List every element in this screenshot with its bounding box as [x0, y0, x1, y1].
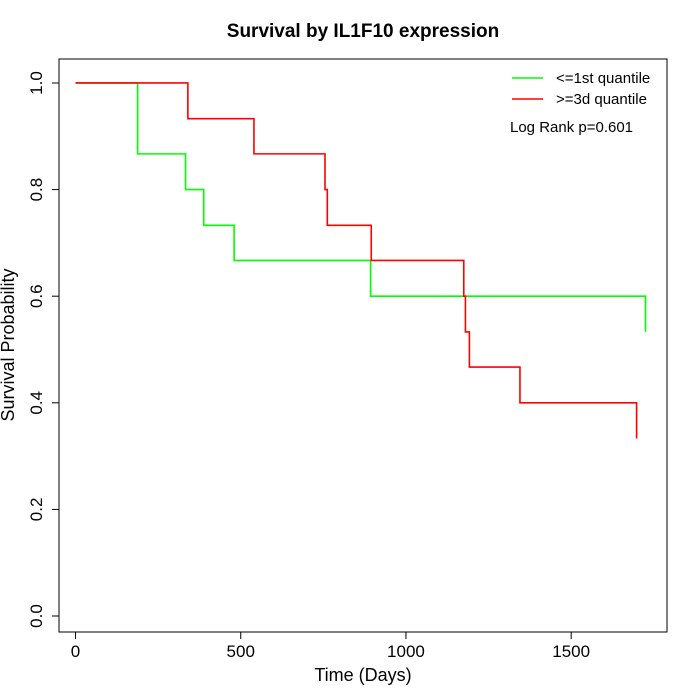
- y-axis-title: Survival Probability: [0, 268, 18, 421]
- x-tick-label: 1000: [387, 642, 425, 661]
- plot-frame: [58, 58, 668, 633]
- y-tick-label: 0.0: [27, 604, 46, 628]
- legend-label-1: >=3d quantile: [556, 91, 647, 108]
- y-tick-label: 0.6: [27, 284, 46, 308]
- series-line-1: [75, 82, 638, 439]
- y-tick-label: 0.8: [27, 178, 46, 202]
- series-line-0: [75, 82, 647, 332]
- legend: <=1st quantile >=3d quantile: [512, 70, 650, 108]
- y-tick-label: 1.0: [27, 71, 46, 95]
- y-axis: 0.0 0.2 0.4 0.6 0.8 1.0: [27, 71, 60, 628]
- log-rank-annotation: Log Rank p=0.601: [510, 119, 633, 136]
- y-tick-label: 0.2: [27, 498, 46, 522]
- series-layer: [75, 82, 647, 439]
- x-tick-label: 500: [227, 642, 255, 661]
- y-tick-label: 0.4: [27, 391, 46, 415]
- x-tick-label: 0: [71, 642, 80, 661]
- x-axis-title: Time (Days): [314, 665, 411, 685]
- x-axis: 0 500 1000 1500: [71, 631, 590, 661]
- chart-title: Survival by IL1F10 expression: [227, 21, 499, 42]
- legend-label-0: <=1st quantile: [556, 70, 650, 87]
- x-tick-label: 1500: [552, 642, 590, 661]
